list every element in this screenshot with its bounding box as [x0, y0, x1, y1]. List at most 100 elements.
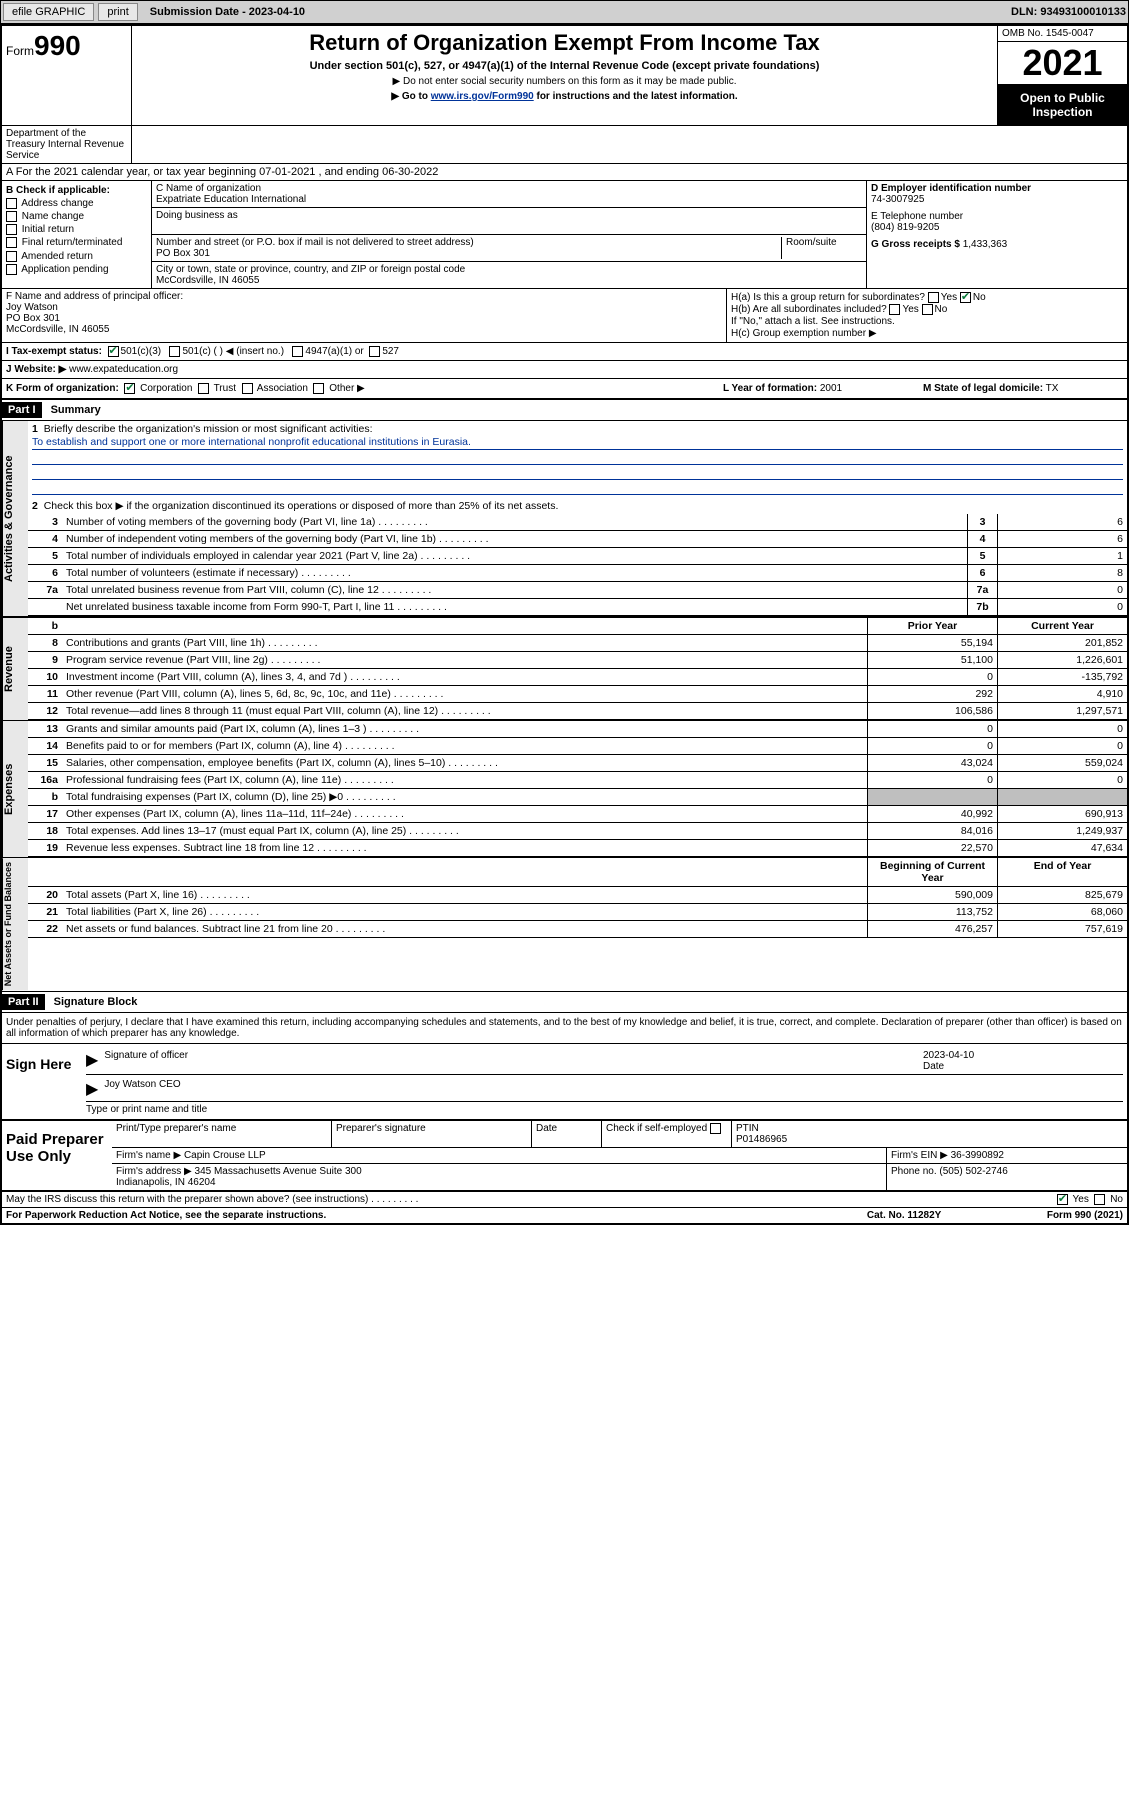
firm-ein: 36-3990892 — [951, 1150, 1004, 1161]
prior-val — [867, 789, 997, 805]
line-text: Total liabilities (Part X, line 26) — [62, 904, 867, 920]
ein: 74-3007925 — [871, 194, 1123, 205]
firm-city: Indianapolis, IN 46204 — [116, 1177, 216, 1188]
hdr-prior: Prior Year — [867, 618, 997, 634]
chk-trust[interactable] — [198, 383, 209, 394]
prior-val: 590,009 — [867, 887, 997, 903]
chk-corporation[interactable] — [124, 383, 135, 394]
line-num: 21 — [28, 904, 62, 920]
declaration: Under penalties of perjury, I declare th… — [2, 1013, 1127, 1044]
line-text: Net unrelated business taxable income fr… — [62, 599, 967, 615]
prior-val: 0 — [867, 738, 997, 754]
chk-address-change[interactable] — [6, 198, 17, 209]
curr-val: 0 — [997, 721, 1127, 737]
prior-val: 113,752 — [867, 904, 997, 920]
gross-label: G Gross receipts $ — [871, 239, 960, 250]
line-num: 10 — [28, 669, 62, 685]
tel: (804) 819-9205 — [871, 222, 1123, 233]
chk-discuss-yes[interactable] — [1057, 1194, 1068, 1205]
arrow-icon: ▶ — [86, 1050, 98, 1072]
chk-application-pending[interactable] — [6, 264, 17, 275]
line-val: 8 — [997, 565, 1127, 581]
l-label: L Year of formation: — [723, 383, 817, 394]
line-num: 6 — [28, 565, 62, 581]
line-text: Total assets (Part X, line 16) — [62, 887, 867, 903]
chk-4947[interactable] — [292, 346, 303, 357]
line-box: 7a — [967, 582, 997, 598]
chk-527[interactable] — [369, 346, 380, 357]
line-b: b — [28, 618, 62, 634]
year-formation: 2001 — [820, 383, 842, 394]
chk-name-change[interactable] — [6, 211, 17, 222]
chk-self-employed[interactable] — [710, 1123, 721, 1134]
hdr-curr: Current Year — [997, 618, 1127, 634]
firm-ein-label: Firm's EIN ▶ — [891, 1150, 948, 1161]
chk-initial-return[interactable] — [6, 224, 17, 235]
chk-final-return[interactable] — [6, 237, 17, 248]
addr-label: Number and street (or P.O. box if mail i… — [156, 237, 777, 248]
line-num: 17 — [28, 806, 62, 822]
line-num: 14 — [28, 738, 62, 754]
hb-label: H(b) Are all subordinates included? — [731, 304, 887, 315]
chk-other[interactable] — [313, 383, 324, 394]
chk-ha-yes[interactable] — [928, 292, 939, 303]
gross-receipts: 1,433,363 — [963, 239, 1008, 250]
prior-val: 476,257 — [867, 921, 997, 937]
curr-val: 1,297,571 — [997, 703, 1127, 719]
line-num — [28, 599, 62, 615]
top-toolbar: efile GRAPHIC print Submission Date - 20… — [0, 0, 1129, 24]
line-num: 22 — [28, 921, 62, 937]
line-text: Other revenue (Part VIII, column (A), li… — [62, 686, 867, 702]
row-k-label: K Form of organization: — [6, 383, 119, 394]
officer-name-title: Joy Watson CEO — [104, 1079, 180, 1099]
officer-addr2: McCordsville, IN 46055 — [6, 324, 722, 335]
q1-text: Briefly describe the organization's miss… — [44, 423, 373, 435]
chk-hb-yes[interactable] — [889, 304, 900, 315]
chk-association[interactable] — [242, 383, 253, 394]
dba-label: Doing business as — [156, 210, 862, 221]
line-text: Grants and similar amounts paid (Part IX… — [62, 721, 867, 737]
ptin: P01486965 — [736, 1134, 1123, 1145]
discuss-question: May the IRS discuss this return with the… — [6, 1194, 418, 1205]
line-text: Total unrelated business revenue from Pa… — [62, 582, 967, 598]
efile-button[interactable]: efile GRAPHIC — [3, 3, 94, 21]
prep-date-label: Date — [532, 1121, 602, 1147]
chk-501c3[interactable] — [108, 346, 119, 357]
line-num: 3 — [28, 514, 62, 530]
date-label: Date — [923, 1061, 944, 1072]
part1-header: Part I — [2, 402, 42, 418]
print-button[interactable]: print — [98, 3, 137, 21]
prior-val: 0 — [867, 669, 997, 685]
curr-val: 690,913 — [997, 806, 1127, 822]
form-number: 990 — [34, 30, 81, 61]
ha-label: H(a) Is this a group return for subordin… — [731, 292, 925, 303]
chk-discuss-no[interactable] — [1094, 1194, 1105, 1205]
form-footer: Form 990 (2021) — [1047, 1210, 1123, 1221]
chk-amended-return[interactable] — [6, 251, 17, 262]
column-b-checkboxes: B Check if applicable: Address change Na… — [2, 181, 152, 288]
officer-name: Joy Watson — [6, 302, 722, 313]
sig-officer-label: Signature of officer — [104, 1050, 923, 1072]
line-text: Investment income (Part VIII, column (A)… — [62, 669, 867, 685]
vtab-expenses: Expenses — [2, 721, 28, 857]
line-num: 7a — [28, 582, 62, 598]
line-text: Professional fundraising fees (Part IX, … — [62, 772, 867, 788]
prior-val: 43,024 — [867, 755, 997, 771]
prior-val: 292 — [867, 686, 997, 702]
line-num: 8 — [28, 635, 62, 651]
irs-link[interactable]: www.irs.gov/Form990 — [431, 91, 534, 102]
prior-val: 22,570 — [867, 840, 997, 856]
line-text: Number of voting members of the governin… — [62, 514, 967, 530]
chk-ha-no[interactable] — [960, 292, 971, 303]
chk-hb-no[interactable] — [922, 304, 933, 315]
type-label: Type or print name and title — [86, 1104, 1123, 1115]
prior-val: 84,016 — [867, 823, 997, 839]
chk-501c[interactable] — [169, 346, 180, 357]
mission-text: To establish and support one or more int… — [32, 436, 1123, 450]
arrow-icon: ▶ — [86, 1079, 98, 1099]
line-num: 18 — [28, 823, 62, 839]
firm-addr: 345 Massachusetts Avenue Suite 300 — [195, 1166, 362, 1177]
curr-val: 0 — [997, 738, 1127, 754]
line-num: 20 — [28, 887, 62, 903]
sig-date: 2023-04-10 — [923, 1050, 974, 1061]
